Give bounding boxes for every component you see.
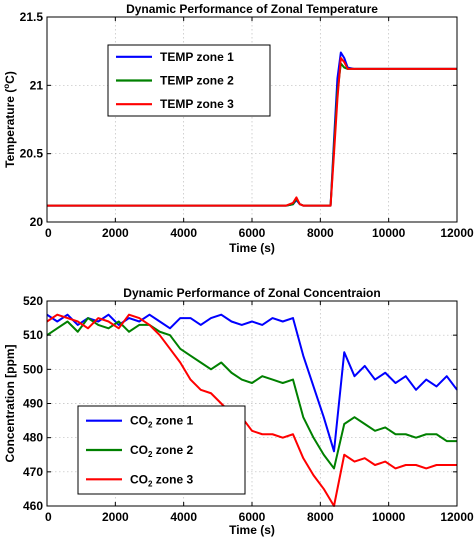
chart-title: Dynamic Performance of Zonal Temperature bbox=[126, 2, 378, 16]
chart-panel-2: 0 2000 4000 6000 8000 10000 12000 460 470 480 490 5… bbox=[3, 286, 474, 537]
chart-panel-1: 0 2000 4000 6000 8000 10000 12000 20 20.5 21 21.5 D… bbox=[2, 2, 474, 255]
series-line-zone-1 bbox=[46, 313, 458, 453]
y-axis-label: Concentration [ppm] bbox=[3, 345, 17, 463]
legend-label-text: CO bbox=[130, 472, 148, 486]
x-tick-label: 2000 bbox=[102, 226, 129, 240]
y-axis-label-text: Concentration [ppm] bbox=[3, 345, 17, 463]
x-tick-label: 12000 bbox=[440, 226, 474, 240]
y-tick-label: 490 bbox=[23, 397, 43, 411]
x-tick-label: 0 bbox=[45, 510, 52, 524]
legend-label-subscript: 2 bbox=[148, 450, 153, 459]
legend-label-zone-3: TEMP zone 3 bbox=[160, 97, 234, 111]
x-tick-label: 6000 bbox=[239, 510, 266, 524]
y-tick-label: 500 bbox=[23, 362, 43, 376]
x-tick-label: 4000 bbox=[170, 510, 197, 524]
x-axis-label: Time (s) bbox=[229, 523, 275, 537]
legend: TEMP zone 1 TEMP zone 2 TEMP zone 3 bbox=[107, 44, 271, 117]
series-line-zone-2 bbox=[46, 317, 457, 470]
x-tick-label: 6000 bbox=[239, 226, 266, 240]
x-tick-label: 2000 bbox=[102, 510, 129, 524]
y-axis-label-text: Temperature ( bbox=[3, 89, 17, 168]
y-tick-label: 510 bbox=[23, 328, 43, 342]
y-tick-label: 21.5 bbox=[20, 10, 44, 24]
x-tick-label: 8000 bbox=[307, 510, 334, 524]
x-tick-label: 10000 bbox=[372, 226, 406, 240]
y-tick-label: 21 bbox=[30, 78, 44, 92]
y-tick-label: 20 bbox=[30, 215, 44, 229]
legend-label-text: CO bbox=[130, 443, 148, 457]
y-tick-label: 470 bbox=[23, 465, 43, 479]
y-tick-label: 460 bbox=[23, 499, 43, 513]
y-tick-label: 480 bbox=[23, 431, 43, 445]
y-tick-label: 20.5 bbox=[20, 147, 44, 161]
legend-label-subscript: 2 bbox=[148, 479, 153, 488]
legend-label-tail: zone 2 bbox=[152, 443, 193, 457]
x-tick-label: 0 bbox=[45, 226, 52, 240]
legend-label-zone-2: TEMP zone 2 bbox=[160, 74, 234, 88]
x-tick-label: 10000 bbox=[372, 510, 406, 524]
legend-label-tail: zone 1 bbox=[152, 414, 193, 428]
legend-label-tail: zone 3 bbox=[152, 472, 193, 486]
legend-label-zone-2: CO2 zone 2 bbox=[130, 443, 193, 459]
legend-label-text: CO bbox=[130, 414, 148, 428]
y-axis-label-unit: C) bbox=[3, 71, 17, 84]
y-axis-label-superscript: o bbox=[2, 84, 11, 89]
y-tick-label: 520 bbox=[23, 294, 43, 308]
chart-title: Dynamic Performance of Zonal Concentraio… bbox=[123, 286, 380, 300]
legend-label-zone-1: TEMP zone 1 bbox=[160, 50, 234, 64]
legend-label-text: TEMP zone 1 bbox=[160, 50, 234, 64]
legend-label-zone-3: CO2 zone 3 bbox=[130, 472, 193, 488]
y-axis-label: Temperature (oC) bbox=[2, 71, 17, 168]
x-axis-label: Time (s) bbox=[229, 241, 275, 255]
legend-label-zone-1: CO2 zone 1 bbox=[130, 414, 193, 430]
legend-label-text: TEMP zone 3 bbox=[160, 97, 234, 111]
x-tick-label: 8000 bbox=[307, 226, 334, 240]
x-tick-label: 4000 bbox=[170, 226, 197, 240]
x-tick-label: 12000 bbox=[440, 510, 474, 524]
legend-label-text: TEMP zone 2 bbox=[160, 74, 234, 88]
series-line-zone-3 bbox=[46, 313, 457, 507]
series-line-zone-3 bbox=[47, 57, 457, 207]
legend-label-subscript: 2 bbox=[148, 421, 153, 430]
